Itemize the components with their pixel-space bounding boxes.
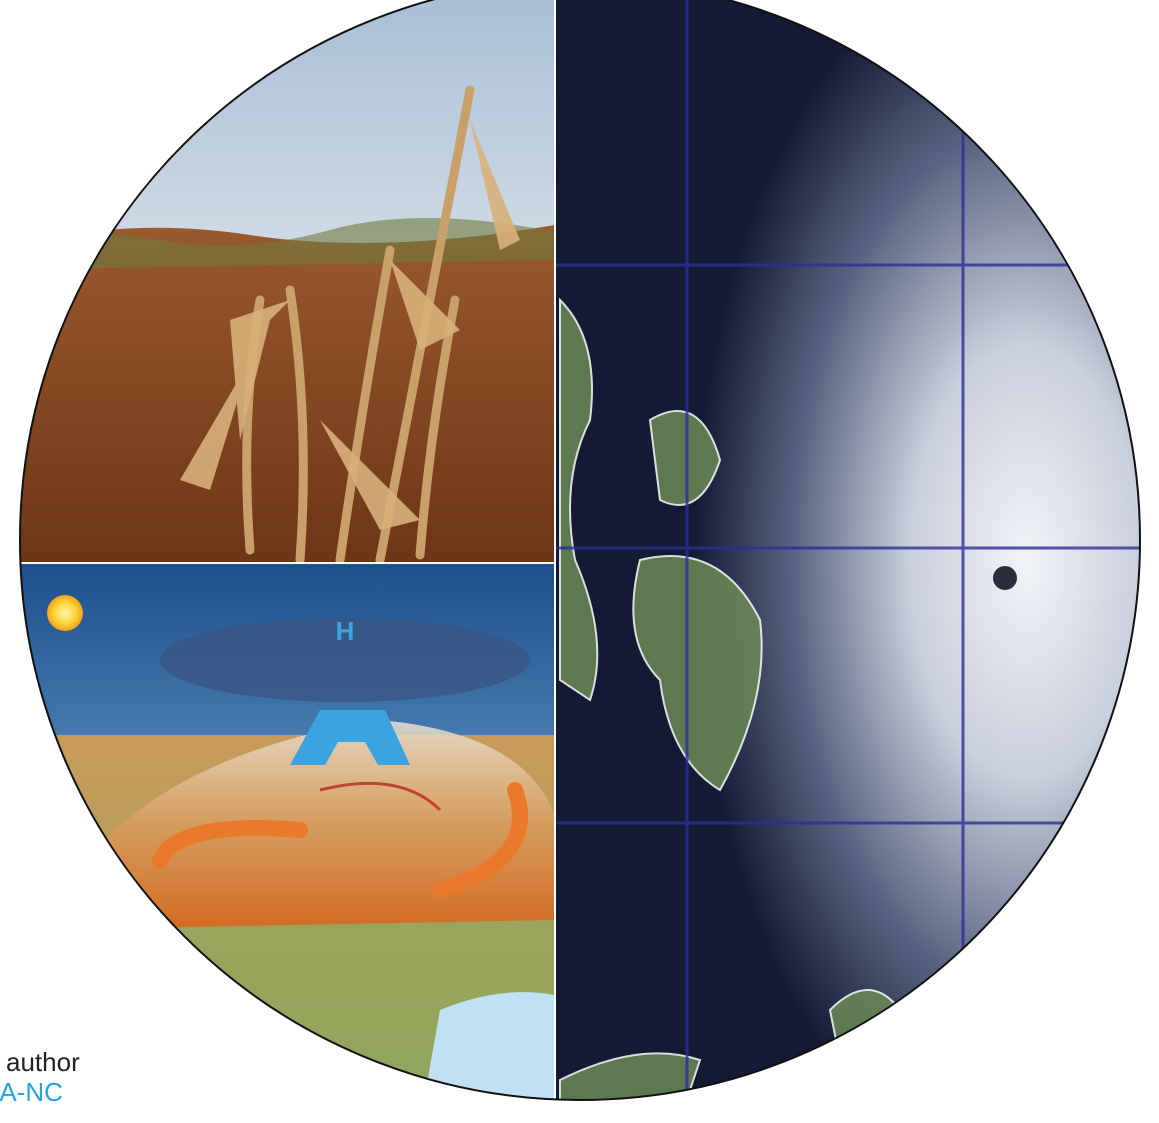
high-pressure-arrow-icon [290,710,410,765]
image-credit-caption: author SA-NC [0,1047,80,1107]
sun-icon [47,595,83,631]
credit-license-link[interactable]: SA-NC [0,1077,63,1107]
typhoon-eye-icon [993,566,1017,590]
credit-author-text: author [6,1047,80,1077]
satellite-panel [555,0,1140,1100]
heat-dome-panel: H [20,563,563,1100]
lat-long-grid [555,0,1140,1100]
drought-panel [20,0,555,565]
collage-outline [19,0,1141,1101]
pressure-label-small: H [336,616,355,646]
